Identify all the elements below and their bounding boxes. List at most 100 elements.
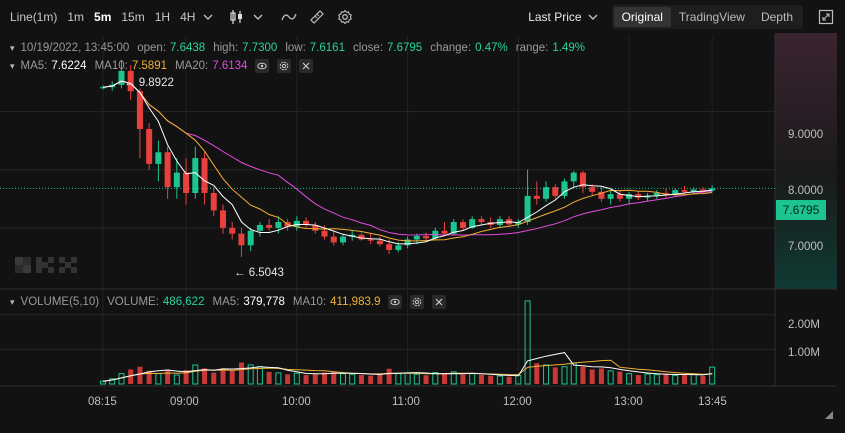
tab-tradingview[interactable]: TradingView [678, 9, 745, 24]
volume-bar [626, 373, 633, 385]
timeframe-15m[interactable]: 15m [121, 9, 145, 24]
volume-bar [211, 372, 217, 384]
close-value: 7.6795 [387, 42, 423, 54]
time-label-1345: 13:45 [698, 396, 727, 408]
collapse-chevron-icon[interactable]: ▾ [10, 42, 15, 53]
candle-style-icon[interactable] [229, 9, 245, 25]
volume-bar [617, 371, 623, 384]
timeframe-1h[interactable]: 1H [154, 9, 171, 24]
volume-bar [496, 375, 503, 385]
drawing-ruler-icon[interactable] [309, 9, 325, 25]
candle-body [118, 70, 125, 85]
volume-visibility-eye-icon[interactable] [388, 295, 403, 309]
volume-bar [561, 366, 568, 385]
volume-bar [303, 375, 309, 384]
open-label: open: [137, 42, 167, 54]
chart-type-button[interactable]: Line(1m) [10, 9, 58, 24]
volume-bar [165, 369, 171, 384]
time-label-0815: 08:15 [88, 396, 117, 408]
volume-bar [653, 374, 660, 385]
candle-body [312, 224, 319, 231]
volume-bar [672, 374, 679, 385]
volume-bar [312, 373, 318, 384]
volume-bar [580, 366, 586, 384]
ma-visibility-eye-icon[interactable] [255, 59, 270, 73]
open-value: 7.6438 [170, 42, 206, 54]
range-label: range: [515, 42, 549, 54]
volume-bar [395, 373, 402, 385]
timeframe-4h[interactable]: 4H [180, 9, 196, 24]
timeframe-dropdown-chevron-icon[interactable] [203, 14, 213, 20]
resize-handle-icon[interactable] [824, 410, 834, 420]
settings-gear-icon[interactable] [337, 9, 353, 25]
volume-ma5-value: 379,778 [243, 296, 285, 308]
volume-bar [285, 374, 291, 384]
ohlc-info-row: ▾ 10/19/2022, 13:45:00 open: 7.6438 high:… [10, 40, 585, 56]
ma-collapse-chevron-icon[interactable]: ▾ [10, 60, 15, 71]
volume-bar [644, 373, 651, 385]
range-value: 1.49% [552, 42, 585, 54]
tab-original[interactable]: Original [613, 6, 671, 27]
volume-bar [478, 375, 484, 384]
ma-settings-gear-icon[interactable] [277, 59, 292, 73]
candle-body [441, 230, 448, 234]
ma20-label: MA20: [175, 60, 209, 72]
ma20-line [102, 80, 713, 236]
volume-bar [460, 374, 466, 384]
volume-bar [247, 364, 254, 385]
volume-bar [146, 370, 152, 384]
volume-bar [469, 373, 476, 385]
volume-bar [192, 364, 199, 385]
tab-depth[interactable]: Depth [760, 9, 793, 24]
ma-close-icon[interactable] [299, 59, 314, 73]
ma5-value: 7.6224 [51, 60, 87, 72]
ma20-value: 7.6134 [212, 60, 248, 72]
volume-bars [100, 300, 716, 385]
candle-body [376, 240, 383, 245]
candle-body [635, 194, 642, 198]
candle-body [303, 220, 310, 225]
volume-bar [607, 370, 614, 385]
candle-body [589, 187, 596, 192]
candle-body [607, 194, 614, 199]
candle-body [229, 227, 236, 234]
price-axis-label-8: 8.0000 [788, 185, 824, 197]
chart-toolbar: Line(1m) 1m 5m 15m 1H 4H Last Price Orig… [0, 0, 845, 33]
candle-body [155, 152, 162, 164]
candle-body [367, 239, 374, 241]
ma5-label: MA5: [20, 60, 48, 72]
ma10-value: 7.5891 [131, 60, 167, 72]
volume-bar [377, 373, 383, 384]
candle-body [219, 210, 226, 228]
candle-body [616, 194, 623, 199]
timeframe-1m[interactable]: 1m [67, 9, 85, 24]
candle-body [386, 244, 393, 250]
volume-bar [202, 368, 208, 384]
fullscreen-icon[interactable] [817, 8, 835, 26]
candle-body [496, 219, 503, 225]
timeframe-5m[interactable]: 5m [94, 9, 112, 24]
candle-style-chevron-icon[interactable] [253, 14, 263, 20]
price-source-label: Last Price [528, 9, 582, 24]
volume-bar [339, 373, 346, 385]
candle-body [681, 190, 688, 192]
volume-close-icon[interactable] [432, 295, 447, 309]
chart-grid [0, 33, 837, 387]
close-label: close: [352, 42, 384, 54]
candle-body [543, 187, 550, 199]
volume-settings-gear-icon[interactable] [410, 295, 425, 309]
okx-watermark [15, 257, 77, 273]
volume-axis-label-1m: 1.00M [788, 347, 820, 359]
price-source-select[interactable]: Last Price [528, 9, 598, 24]
volume-bar [552, 367, 558, 384]
candle-body [423, 236, 430, 239]
volume-bar [220, 368, 226, 384]
indicator-wave-icon[interactable] [281, 11, 298, 23]
volume-ma5-line [102, 352, 713, 382]
volume-ma10-value: 411,983.9 [330, 296, 381, 308]
volume-collapse-chevron-icon[interactable]: ▾ [10, 296, 15, 307]
candle-body [561, 181, 568, 196]
candle-body [469, 219, 476, 228]
volume-bar [109, 378, 116, 385]
